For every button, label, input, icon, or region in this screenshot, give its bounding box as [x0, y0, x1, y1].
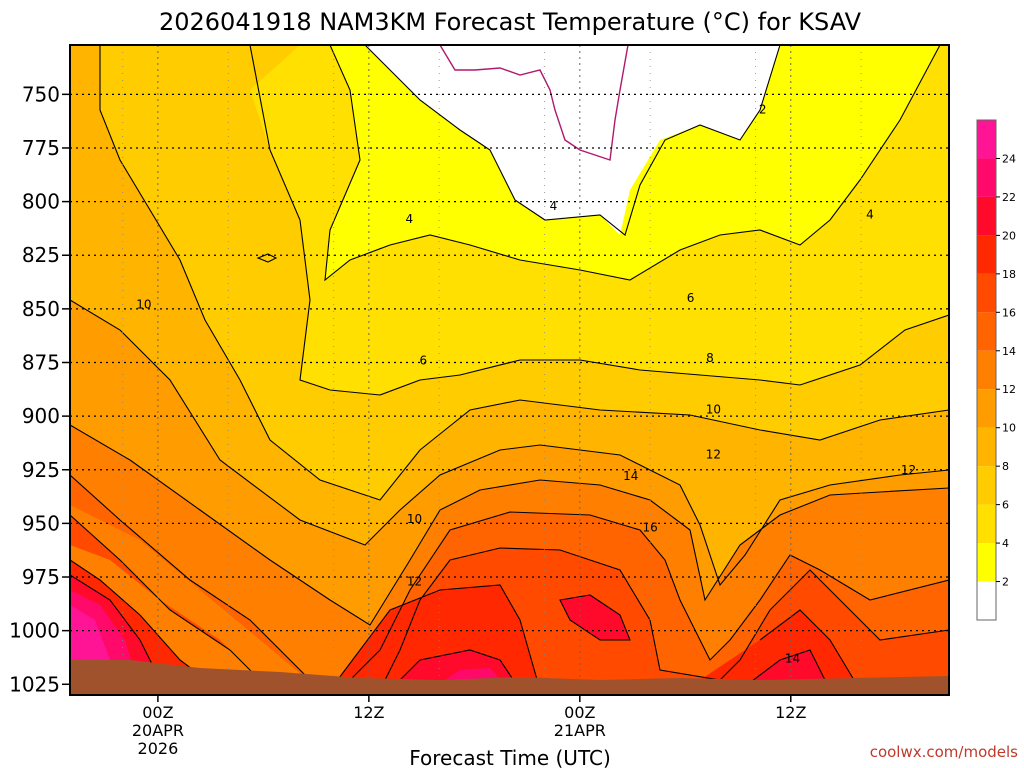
- colorbar-label-11: 24: [1002, 152, 1016, 165]
- contour-label-15: 14: [623, 469, 638, 483]
- contour-14: [70, 474, 949, 691]
- colorbar-frame: [976, 119, 997, 621]
- contour-label-4: 6: [687, 291, 695, 305]
- colorbar-segment-7: [977, 312, 996, 351]
- x-tick-label-0-2: 2026: [138, 739, 179, 758]
- y-tick-label-9: 975: [22, 565, 60, 589]
- colorbar-label-8: 18: [1002, 268, 1016, 281]
- colorbar-label-9: 20: [1002, 229, 1016, 242]
- x-tick-label-2-0: 00Z: [564, 703, 595, 722]
- contour-label-11: 10: [407, 512, 422, 526]
- colorbar-label-10: 22: [1002, 191, 1016, 204]
- credit-text: coolwx.com/models: [870, 743, 1018, 761]
- contour-10: [70, 299, 949, 587]
- y-tick-label-11: 1025: [9, 672, 60, 696]
- x-tick-label-2-1: 21APR: [554, 721, 606, 740]
- contour-18: [70, 559, 861, 691]
- contour-8: [99, 45, 949, 501]
- contour-label-17: 16: [642, 521, 657, 535]
- colorbar-segment-10: [977, 196, 996, 236]
- colorbar-label-4: 10: [1002, 422, 1016, 435]
- colorbar-segment-12: [977, 120, 996, 159]
- contour-label-14: 12: [407, 574, 422, 588]
- grid-lines: [70, 45, 949, 695]
- colorbar-segment-2: [977, 504, 996, 544]
- chart-title: 2026041918 NAM3KM Forecast Temperature (…: [159, 8, 862, 36]
- contour-label-16: 14: [785, 652, 800, 666]
- contour-label-9: 10: [706, 403, 721, 417]
- contour-label-1: 4: [405, 212, 413, 226]
- colorbar-label-3: 8: [1002, 460, 1009, 473]
- contour-6: [249, 45, 949, 396]
- colorbar-label-0: 2: [1002, 576, 1009, 589]
- y-tick-label-6: 900: [22, 404, 60, 428]
- x-tick-label-1-0: 12Z: [353, 703, 384, 722]
- y-tick-label-1: 775: [22, 136, 60, 160]
- y-axis: 750 775 800 825 850 875 900 925 950 975 1000 1025: [9, 82, 70, 696]
- colorbar-label-6: 14: [1002, 345, 1016, 358]
- contour-label-2: 4: [550, 199, 558, 213]
- contour-label-12: 12: [706, 448, 721, 462]
- colorbar-label-7: 16: [1002, 306, 1016, 319]
- y-tick-label-3: 825: [22, 243, 60, 267]
- contour-label-13: 12: [901, 463, 916, 477]
- y-tick-label-0: 750: [22, 82, 60, 106]
- contour-label-0: 2: [759, 102, 767, 116]
- colorbar-label-2: 6: [1002, 499, 1009, 512]
- contour-small-loop: [256, 253, 278, 263]
- plot-area: 2444666810101010121212141416: [70, 45, 949, 695]
- contour-label-6: 6: [420, 353, 428, 367]
- ground: [70, 660, 949, 695]
- y-tick-label-4: 850: [22, 297, 60, 321]
- y-tick-label-2: 800: [22, 190, 60, 214]
- y-tick-label-8: 950: [22, 511, 60, 535]
- contour-label-7: 8: [706, 351, 714, 365]
- x-tick-label-3-0: 12Z: [775, 703, 806, 722]
- contour-label-3: 4: [866, 207, 874, 221]
- colorbar-segment-9: [977, 235, 996, 274]
- x-tick-label-0-0: 00Z: [142, 703, 173, 722]
- colorbar-segment-3: [977, 466, 996, 505]
- colorbar-segment-0: [977, 581, 996, 620]
- colorbar-segment-11: [977, 158, 996, 197]
- y-tick-label-10: 1000: [9, 619, 60, 643]
- colorbar-segment-1: [977, 543, 996, 582]
- contour-2b: [364, 45, 781, 236]
- region-18-20: [70, 560, 949, 695]
- colorbar-label-1: 4: [1002, 537, 1009, 550]
- colorbar-segment-4: [977, 427, 996, 467]
- contour-labels: 2444666810101010121212141416: [136, 102, 949, 666]
- contour-4: [324, 45, 941, 282]
- y-tick-label-5: 875: [22, 350, 60, 374]
- colorbar-label-5: 12: [1002, 383, 1016, 396]
- colorbar-segment-6: [977, 350, 996, 390]
- contour-12: [70, 424, 949, 626]
- contour-label-8: 10: [136, 298, 151, 312]
- y-tick-label-7: 925: [22, 458, 60, 482]
- colorbar-segment-5: [977, 389, 996, 428]
- contour-2: [439, 45, 629, 161]
- region-below-2: [365, 45, 780, 235]
- plot-frame: [69, 44, 950, 696]
- x-tick-label-0-1: 20APR: [132, 721, 184, 740]
- colorbar-segment-8: [977, 273, 996, 313]
- x-axis-label: Forecast Time (UTC): [409, 746, 611, 768]
- contour-16: [70, 514, 949, 691]
